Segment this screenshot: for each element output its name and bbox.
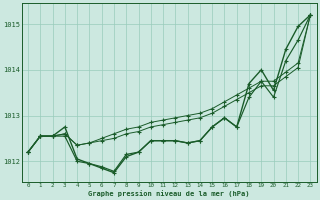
X-axis label: Graphe pression niveau de la mer (hPa): Graphe pression niveau de la mer (hPa) xyxy=(88,190,250,197)
